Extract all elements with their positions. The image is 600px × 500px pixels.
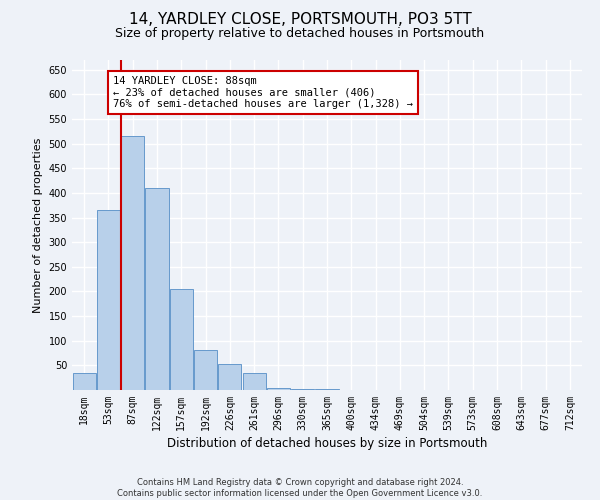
X-axis label: Distribution of detached houses by size in Portsmouth: Distribution of detached houses by size … xyxy=(167,437,487,450)
Bar xyxy=(73,373,95,390)
Bar xyxy=(97,210,120,390)
Bar xyxy=(267,388,290,390)
Bar xyxy=(145,188,169,390)
Text: 14, YARDLEY CLOSE, PORTSMOUTH, PO3 5TT: 14, YARDLEY CLOSE, PORTSMOUTH, PO3 5TT xyxy=(128,12,472,28)
Text: Contains HM Land Registry data © Crown copyright and database right 2024.
Contai: Contains HM Land Registry data © Crown c… xyxy=(118,478,482,498)
Bar xyxy=(170,289,193,390)
Text: 14 YARDLEY CLOSE: 88sqm
← 23% of detached houses are smaller (406)
76% of semi-d: 14 YARDLEY CLOSE: 88sqm ← 23% of detache… xyxy=(113,76,413,109)
Bar xyxy=(218,364,241,390)
Bar xyxy=(242,373,266,390)
Bar xyxy=(194,350,217,390)
Y-axis label: Number of detached properties: Number of detached properties xyxy=(33,138,43,312)
Bar xyxy=(316,389,338,390)
Bar xyxy=(121,136,144,390)
Text: Size of property relative to detached houses in Portsmouth: Size of property relative to detached ho… xyxy=(115,28,485,40)
Bar xyxy=(291,388,314,390)
